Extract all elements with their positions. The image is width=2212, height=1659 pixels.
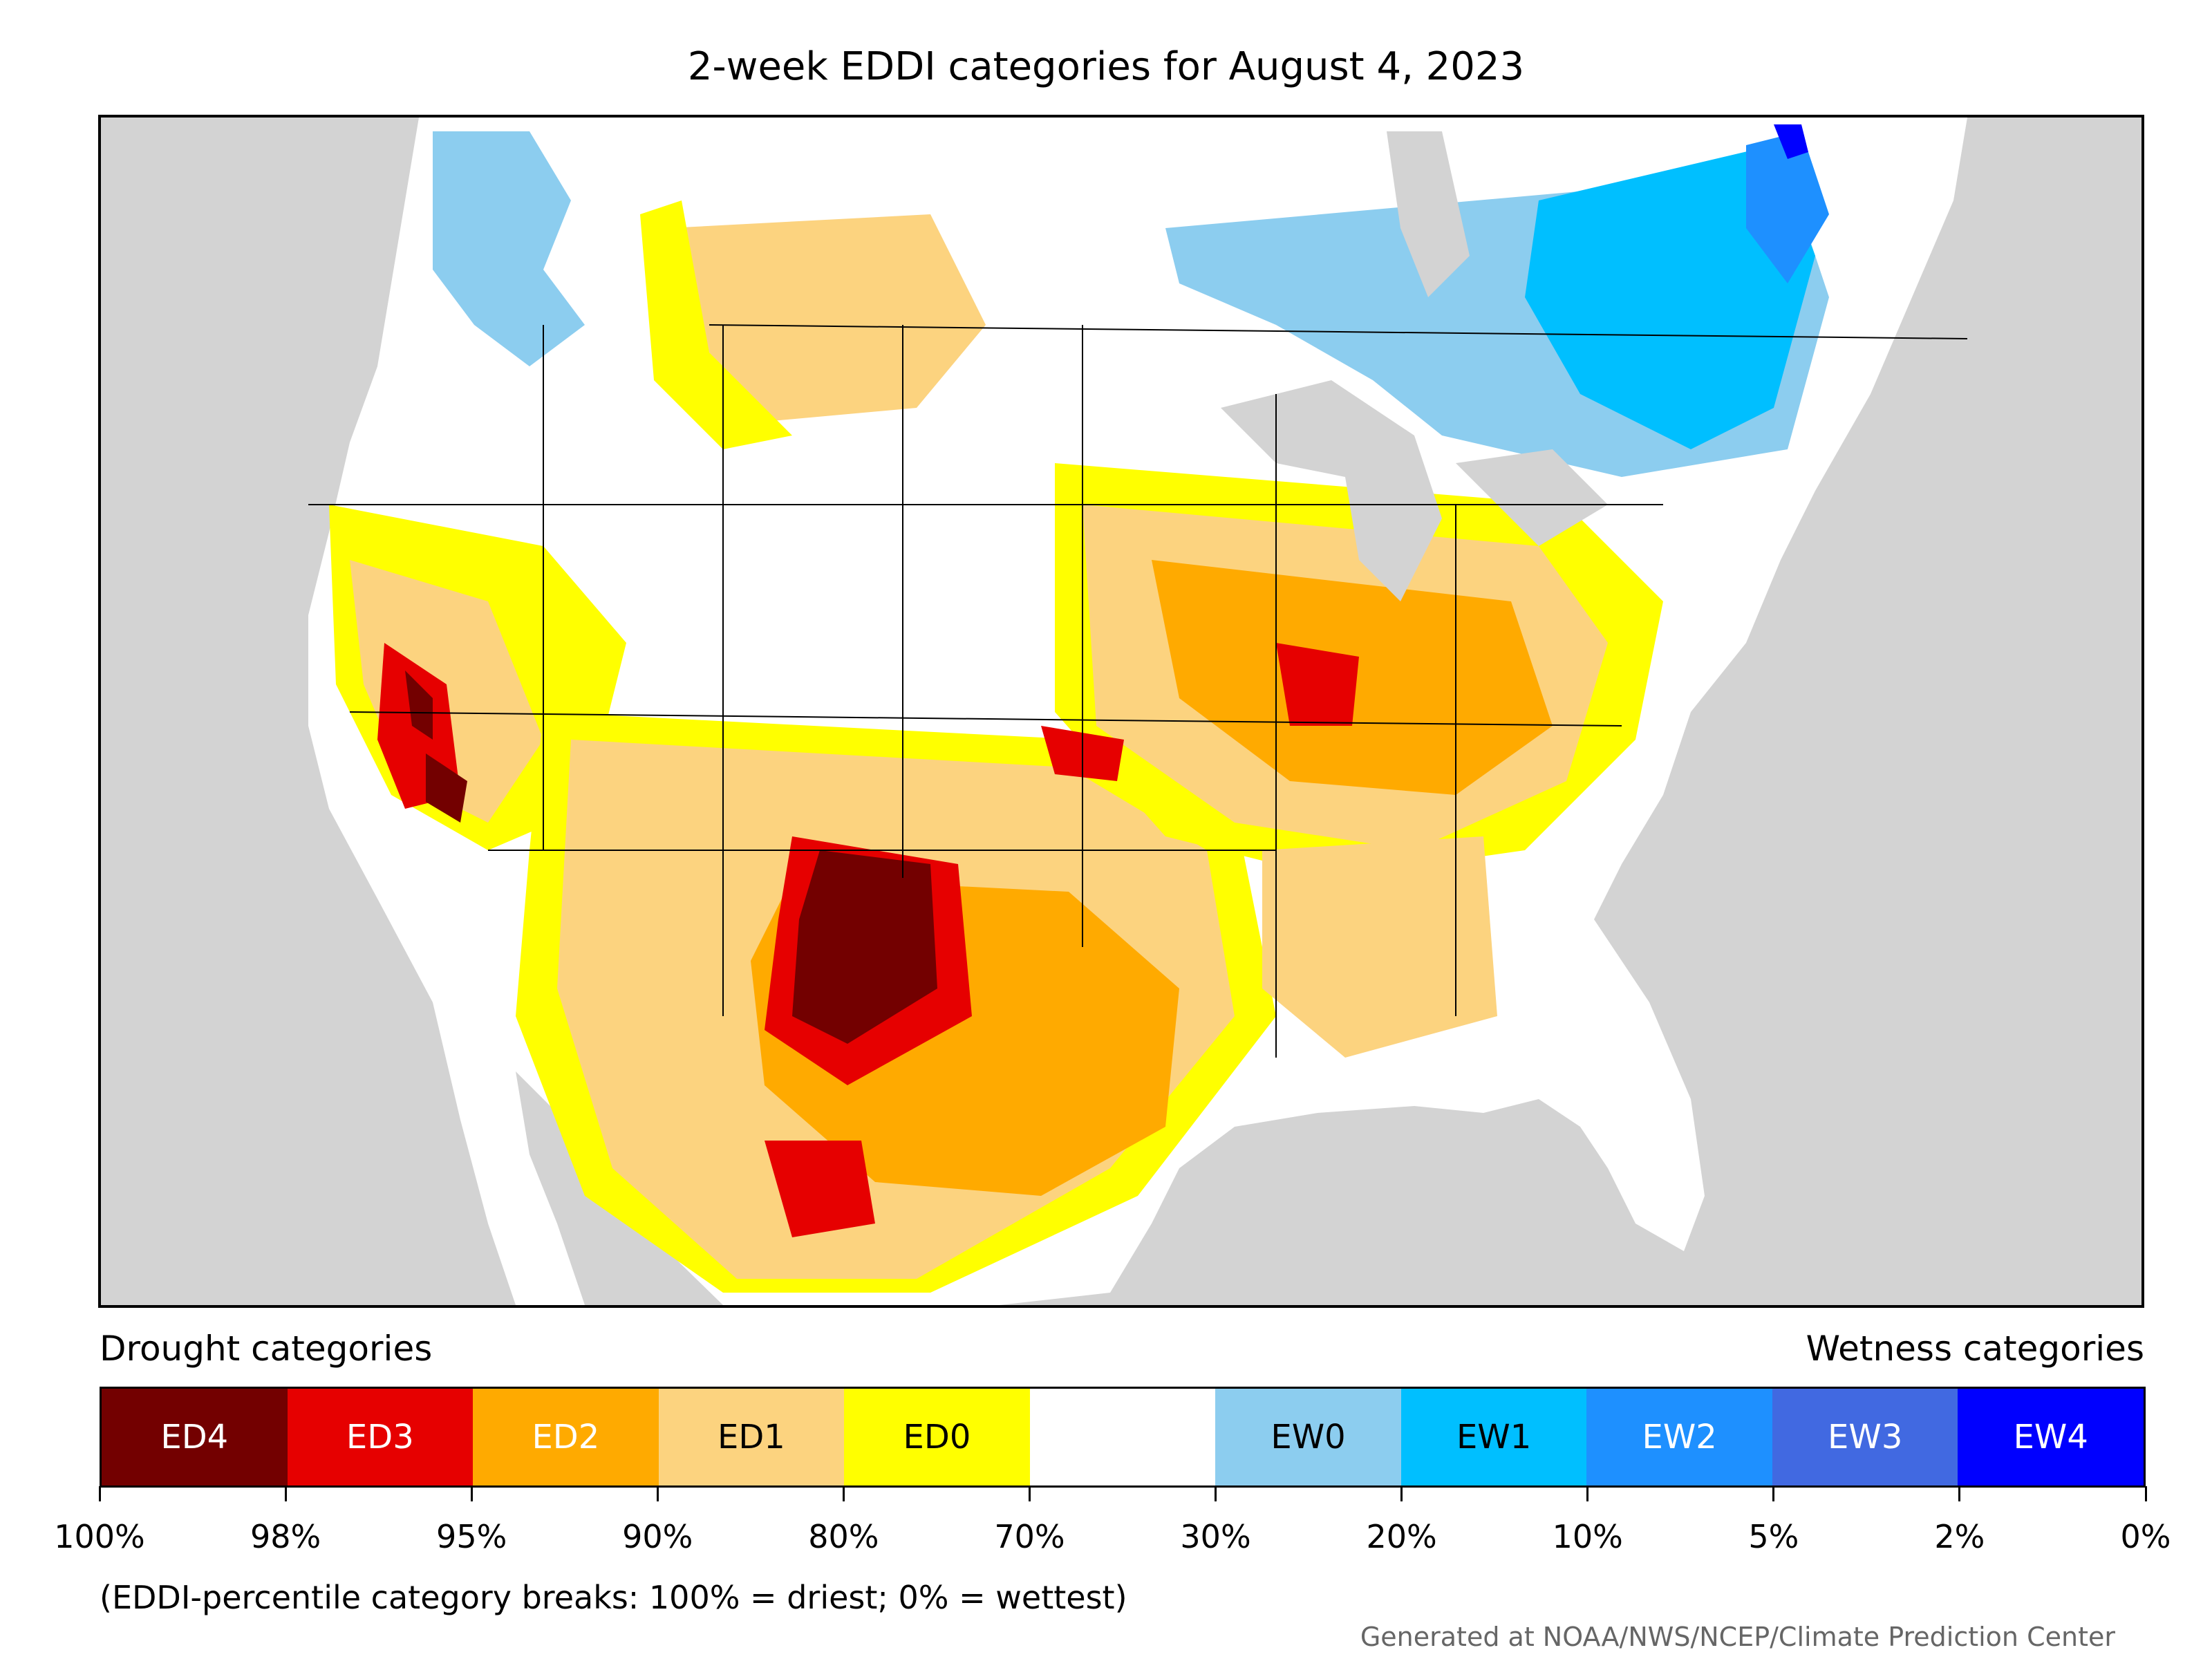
colorbar-tick: [1772, 1486, 1775, 1501]
hudson-bay-inlet: [1387, 131, 1470, 297]
ed1-region-prairies: [668, 214, 986, 422]
category-breaks-note: (EDDI-percentile category breaks: 100% =…: [100, 1579, 1127, 1616]
colorbar-tick-label: 98%: [250, 1518, 321, 1555]
colorbar-tick-label: 70%: [994, 1518, 1065, 1555]
wetness-categories-label: Wetness categories: [1806, 1329, 2144, 1369]
colorbar-tick: [1400, 1486, 1403, 1501]
colorbar-tick-label: 30%: [1180, 1518, 1251, 1555]
map-title: 2-week EDDI categories for August 4, 202…: [687, 44, 1525, 89]
great-lakes: [1221, 380, 1608, 601]
colorbar-tick-label: 10%: [1552, 1518, 1623, 1555]
colorbar-tick: [656, 1486, 659, 1501]
state-boundaries: [308, 324, 1968, 1058]
colorbar-box-ew1: EW1: [1400, 1389, 1587, 1485]
colorbar-box-ed1: ED1: [658, 1389, 845, 1485]
colorbar-box-ew4: EW4: [1958, 1389, 2144, 1485]
ed4-region-california: [405, 671, 433, 740]
eddi-map: [98, 115, 2144, 1308]
colorbar-box-neutral: [1029, 1389, 1216, 1485]
ed4-region-nm-tx: [792, 850, 937, 1044]
colorbar-tick: [2144, 1486, 2147, 1501]
category-colorbar: ED4 ED3 ED2 ED1 ED0 EW0 EW1 EW2 EW3 EW4: [100, 1387, 2146, 1488]
colorbar-ticks: [98, 1486, 2147, 1514]
ed3-region-mexico: [765, 1141, 875, 1237]
ed3-region-illinois: [1276, 643, 1359, 726]
colorbar-tick: [1586, 1486, 1589, 1501]
colorbar-tick-label: 95%: [436, 1518, 507, 1555]
colorbar-tick: [470, 1486, 473, 1501]
colorbar-tick: [1215, 1486, 1217, 1501]
colorbar-tick-label: 80%: [808, 1518, 879, 1555]
colorbar-tick-label: 90%: [622, 1518, 693, 1555]
ed4-region-socal: [426, 753, 467, 823]
colorbar-tick-label: 5%: [1748, 1518, 1799, 1555]
ew2-region-canada-east: [1746, 131, 1829, 283]
colorbar-tick: [98, 1486, 101, 1501]
credit-line: Generated at NOAA/NWS/NCEP/Climate Predi…: [1360, 1622, 2115, 1652]
colorbar-box-ew0: EW0: [1215, 1389, 1401, 1485]
drought-categories-label: Drought categories: [100, 1329, 433, 1369]
colorbar-tick-label: 20%: [1366, 1518, 1437, 1555]
colorbar-tick: [1028, 1486, 1031, 1501]
colorbar-tick-label: 2%: [1934, 1518, 1985, 1555]
colorbar-box-ed2: ED2: [473, 1389, 659, 1485]
colorbar-tick-label: 0%: [2120, 1518, 2171, 1555]
ed1-region-southeast: [1262, 836, 1497, 1058]
colorbar-box-ed3: ED3: [287, 1389, 474, 1485]
colorbar-box-ed4: ED4: [102, 1389, 288, 1485]
ew1-region-canada-east: [1525, 145, 1815, 449]
ew0-region-canada-west: [433, 131, 585, 366]
colorbar-tick: [842, 1486, 845, 1501]
colorbar-box-ew3: EW3: [1772, 1389, 1958, 1485]
ew4-spot: [1774, 124, 1808, 159]
colorbar-tick-label: 100%: [54, 1518, 145, 1555]
ed0-region-prairies: [640, 200, 792, 449]
colorbar-tick: [284, 1486, 287, 1501]
colorbar-box-ed0: ED0: [844, 1389, 1030, 1485]
colorbar-box-ew2: EW2: [1586, 1389, 1772, 1485]
colorbar-tick: [1958, 1486, 1961, 1501]
